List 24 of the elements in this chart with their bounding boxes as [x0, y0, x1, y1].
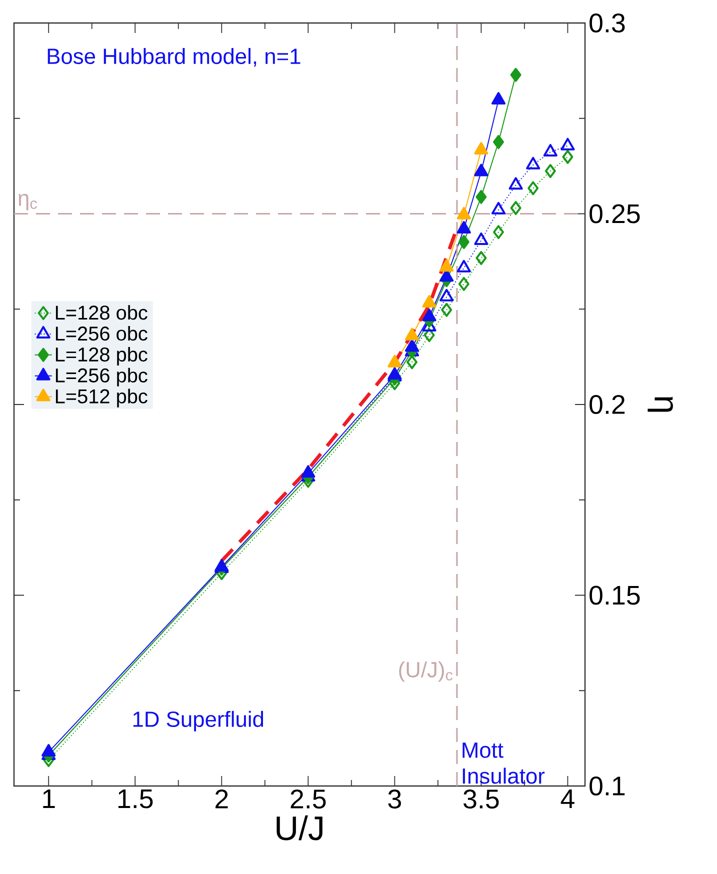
- ref-line-label: (U/J)$_{c}$: [399, 661, 453, 682]
- x-tick-label: 1: [43, 790, 55, 808]
- ref-line-label: η$_{c}$: [18, 194, 37, 210]
- x-tick-label: 4: [560, 790, 574, 808]
- x-tick-label: 2: [216, 790, 228, 808]
- y-axis-title: η: [648, 396, 673, 412]
- x-axis-title: U/J: [276, 815, 322, 840]
- legend-label: L=128 obc: [56, 305, 148, 320]
- y-tick-label: 0.25: [590, 204, 640, 224]
- legend-label: L=256 pbc: [56, 368, 148, 386]
- x-tick-label: 3: [388, 790, 401, 809]
- legend-label: L=256 obc: [56, 326, 148, 341]
- x-tick-label: 1.5: [118, 790, 153, 808]
- annotation: Mott Insulator: [462, 742, 545, 784]
- x-tick-label: 2.5: [290, 790, 326, 809]
- y-tick-label: 0.2: [590, 394, 625, 414]
- x-tick-label: 3.5: [464, 790, 499, 809]
- annotation: Bose Hubbard model, n=1: [48, 48, 300, 67]
- y-tick-label: 0.1: [590, 776, 625, 796]
- y-tick-label: 0.15: [590, 586, 640, 605]
- y-tick-label: 0.3: [590, 13, 625, 33]
- legend-label: L=128 pbc: [56, 346, 148, 366]
- legend-label: L=512 pbc: [56, 388, 148, 408]
- annotation: 1D Superfluid: [133, 710, 264, 732]
